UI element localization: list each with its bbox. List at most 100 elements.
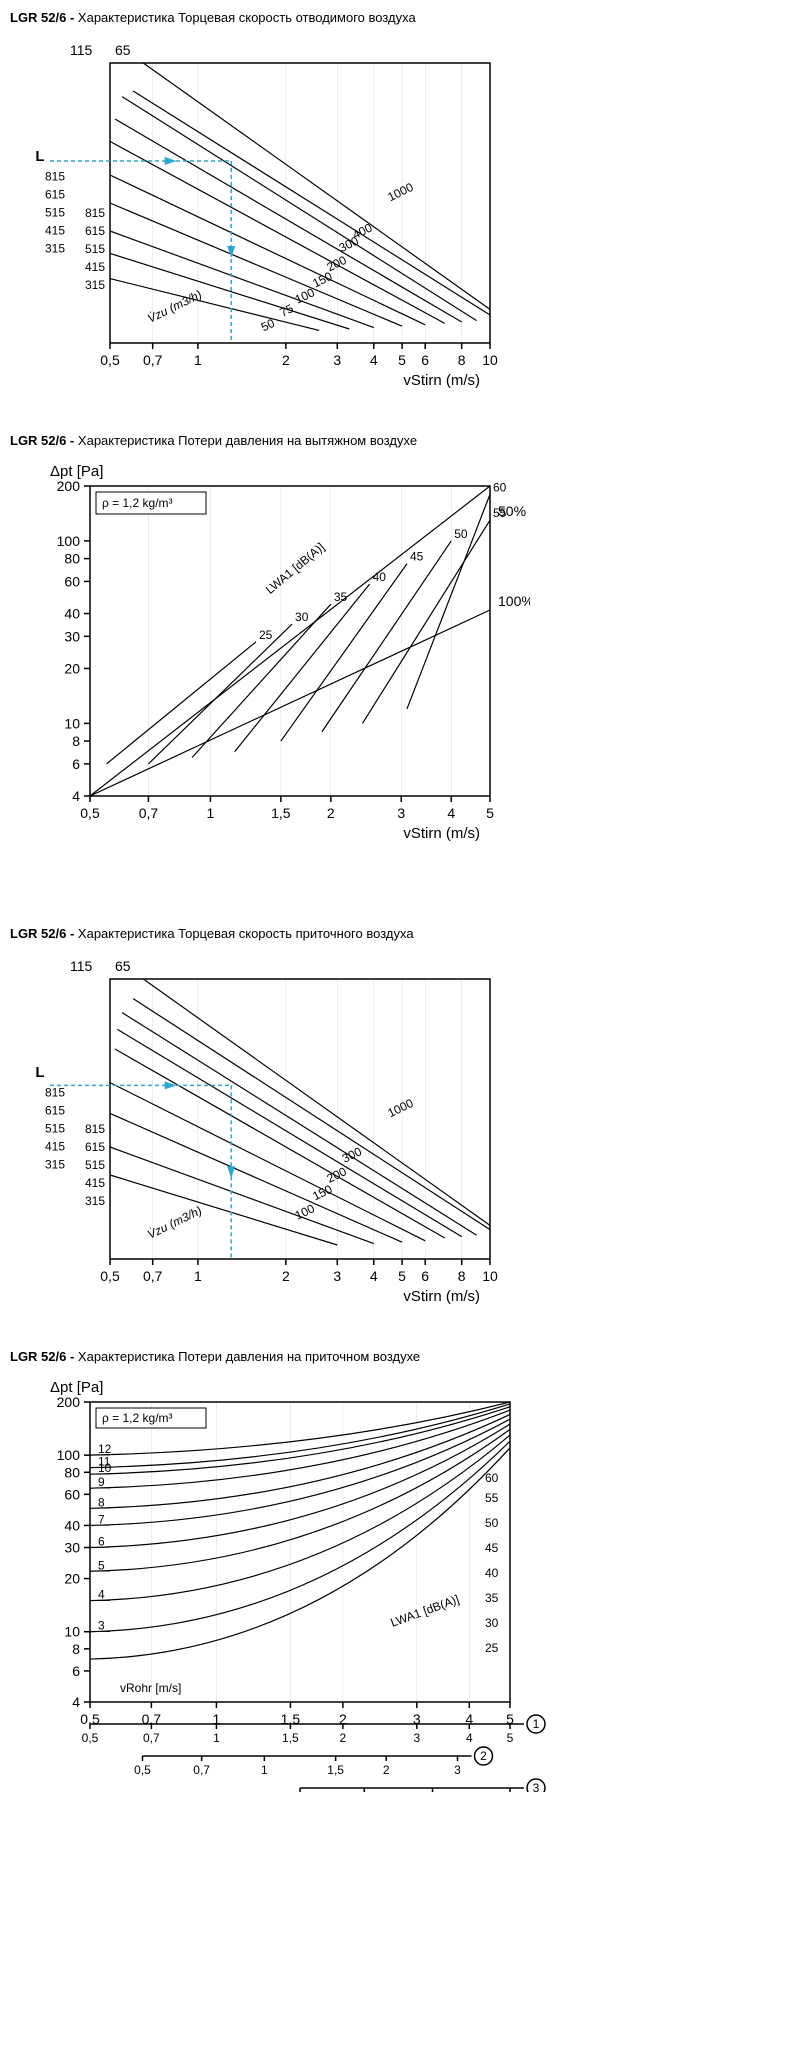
- h-tick: 315: [85, 278, 105, 292]
- subaxis-tick: 4: [466, 1731, 473, 1745]
- curve-label: 100: [293, 1201, 317, 1223]
- l-tick: 315: [45, 242, 65, 256]
- db-label: 50: [485, 1516, 499, 1530]
- x-tick: 1: [194, 1268, 202, 1284]
- l-tick: 515: [45, 1122, 65, 1136]
- subaxis-tick: 0,7: [193, 1763, 210, 1777]
- y-tick: 4: [72, 788, 80, 804]
- circle-ref: 3: [533, 1781, 540, 1792]
- h-tick: 615: [85, 224, 105, 238]
- chart-block: LGR 52/6 - Характеристика Торцевая скоро…: [10, 926, 790, 1319]
- x-tick: 8: [458, 1268, 466, 1284]
- x-tick: 2: [327, 805, 335, 821]
- x-tick: 8: [458, 352, 466, 368]
- vrohr-label: vRohr [m/s]: [120, 1681, 181, 1695]
- chart-block: LGR 52/6 - Характеристика Потери давлени…: [10, 433, 790, 846]
- x-tick: 10: [482, 352, 498, 368]
- y-tick: 20: [64, 1571, 80, 1587]
- subaxis-tick: 1,5: [327, 1763, 344, 1777]
- h-tick: 415: [85, 260, 105, 274]
- y-tick: 10: [64, 1624, 80, 1640]
- subaxis-tick: 1: [261, 1763, 268, 1777]
- db-label: 40: [485, 1566, 499, 1580]
- circle-ref: 1: [533, 1717, 540, 1731]
- density-annotation: ρ = 1,2 kg/m³: [102, 1411, 173, 1425]
- subaxis-tick: 0,5: [134, 1763, 151, 1777]
- vrohr-tick: 10: [98, 1461, 112, 1475]
- l-label: L: [35, 148, 44, 165]
- y-tick: 80: [64, 551, 80, 567]
- db-label: 25: [485, 1641, 499, 1655]
- db-label: 60: [485, 1471, 499, 1485]
- chart-title: LGR 52/6 - Характеристика Потери давлени…: [10, 1349, 790, 1364]
- x-tick: 0,5: [80, 805, 100, 821]
- y-tick: 8: [72, 1641, 80, 1657]
- db-label: 25: [259, 628, 273, 642]
- vrohr-tick: 5: [98, 1558, 105, 1572]
- l-label: L: [35, 1064, 44, 1081]
- chart-block: LGR 52/6 - Характеристика Потери давлени…: [10, 1349, 790, 1792]
- x-tick: 0,7: [143, 1268, 163, 1284]
- y-tick: 60: [64, 1486, 80, 1502]
- x-tick: 5: [398, 1268, 406, 1284]
- db-label: 45: [410, 550, 424, 564]
- vrohr-tick: 8: [98, 1495, 105, 1509]
- db-label: 60: [493, 480, 507, 494]
- db-label: 30: [485, 1616, 499, 1630]
- y-tick: 8: [72, 733, 80, 749]
- y-tick: 200: [57, 1394, 81, 1410]
- vrohr-tick: 9: [98, 1475, 105, 1489]
- x-tick: 0,7: [143, 352, 163, 368]
- db-label: 40: [373, 570, 387, 584]
- right-label: 100%: [498, 593, 530, 609]
- chart-svg: 0,50,711,52345Δpt [Pa]468102030406080100…: [10, 1372, 570, 1792]
- db-label: 35: [485, 1591, 499, 1605]
- vrohr-tick: 7: [98, 1512, 105, 1526]
- l-tick: 515: [45, 206, 65, 220]
- x-tick: 2: [282, 1268, 290, 1284]
- y-tick: 6: [72, 756, 80, 772]
- subaxis-tick: 3: [413, 1731, 420, 1745]
- subaxis-tick: 0,5: [82, 1731, 99, 1745]
- band-label: LWA1 [dB(A)]: [389, 1592, 461, 1630]
- vrohr-tick: 4: [98, 1588, 105, 1602]
- db-label: 50: [454, 527, 468, 541]
- h-tick: 815: [85, 206, 105, 220]
- l-tick: 815: [45, 170, 65, 184]
- top-label: 65: [115, 958, 131, 974]
- chart-title: LGR 52/6 - Характеристика Торцевая скоро…: [10, 926, 790, 941]
- l-tick: 415: [45, 1140, 65, 1154]
- subaxis-tick: 1,5: [282, 1731, 299, 1745]
- x-tick: 4: [447, 805, 455, 821]
- x-tick: 0,5: [100, 352, 120, 368]
- x-tick: 10: [482, 1268, 498, 1284]
- circle-ref: 2: [480, 1749, 487, 1763]
- chart-svg: 0,50,7123456810vStirn (m/s)11565L8156155…: [10, 949, 530, 1319]
- band-label: LWA1 [dB(A)]: [263, 540, 327, 597]
- x-axis-label: vStirn (m/s): [403, 372, 480, 389]
- x-tick: 5: [398, 352, 406, 368]
- y-tick: 60: [64, 573, 80, 589]
- chart-svg: 0,50,711,52345vStirn (m/s)Δpt [Pa]468102…: [10, 456, 530, 846]
- x-tick: 6: [421, 352, 429, 368]
- y-tick: 200: [57, 478, 81, 494]
- top-label: 115: [70, 42, 93, 58]
- l-tick: 315: [45, 1158, 65, 1172]
- x-tick: 3: [333, 352, 341, 368]
- db-label: 55: [485, 1491, 499, 1505]
- h-tick: 515: [85, 1158, 105, 1172]
- y-tick: 4: [72, 1694, 80, 1710]
- x-tick: 5: [486, 805, 494, 821]
- y-tick: 30: [64, 1539, 80, 1555]
- db-label: 30: [295, 610, 309, 624]
- x-tick: 1: [207, 805, 215, 821]
- x-tick: 0,7: [139, 805, 159, 821]
- x-tick: 6: [421, 1268, 429, 1284]
- y-tick: 6: [72, 1663, 80, 1679]
- chart-title: LGR 52/6 - Характеристика Торцевая скоро…: [10, 10, 790, 25]
- right-label: 50%: [498, 503, 526, 519]
- curve-label: 1000: [385, 180, 415, 204]
- db-label: 45: [485, 1541, 499, 1555]
- curve-label: 1000: [385, 1096, 415, 1120]
- vrohr-tick: 3: [98, 1619, 105, 1633]
